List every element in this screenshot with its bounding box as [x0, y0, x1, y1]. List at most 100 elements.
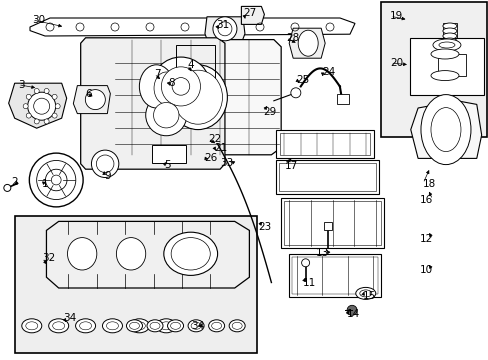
- Ellipse shape: [116, 238, 145, 270]
- Ellipse shape: [76, 319, 95, 333]
- Ellipse shape: [168, 65, 227, 130]
- Circle shape: [34, 89, 39, 94]
- Bar: [15, 216, 256, 353]
- Ellipse shape: [442, 33, 456, 39]
- Circle shape: [4, 184, 11, 192]
- Text: 24: 24: [322, 67, 335, 77]
- Ellipse shape: [359, 290, 371, 297]
- Bar: [381, 2, 486, 137]
- Polygon shape: [73, 86, 110, 114]
- Ellipse shape: [430, 49, 458, 59]
- Circle shape: [96, 155, 114, 172]
- Text: 27: 27: [243, 8, 256, 18]
- Circle shape: [85, 90, 105, 109]
- Circle shape: [44, 89, 49, 94]
- Polygon shape: [241, 6, 264, 24]
- Bar: [337, 94, 349, 104]
- Ellipse shape: [49, 319, 68, 333]
- Text: 25: 25: [295, 75, 308, 85]
- Ellipse shape: [139, 65, 173, 108]
- Ellipse shape: [438, 42, 454, 48]
- Circle shape: [26, 94, 31, 99]
- Circle shape: [28, 92, 56, 120]
- Circle shape: [37, 161, 76, 199]
- Text: 26: 26: [204, 153, 217, 163]
- Text: 31: 31: [216, 20, 229, 30]
- Text: 28: 28: [285, 33, 299, 43]
- Ellipse shape: [22, 319, 41, 333]
- Ellipse shape: [102, 319, 122, 333]
- Polygon shape: [112, 40, 281, 155]
- Text: 18: 18: [422, 179, 435, 189]
- Bar: [409, 38, 483, 95]
- Circle shape: [52, 113, 57, 118]
- Ellipse shape: [432, 39, 460, 51]
- Bar: [284, 201, 380, 246]
- Bar: [176, 45, 215, 79]
- Bar: [151, 145, 185, 163]
- Ellipse shape: [442, 28, 456, 34]
- Ellipse shape: [171, 238, 210, 270]
- Text: 8: 8: [168, 78, 175, 88]
- Circle shape: [44, 119, 49, 124]
- Polygon shape: [9, 83, 66, 128]
- Polygon shape: [204, 17, 244, 47]
- Text: 19: 19: [389, 11, 403, 21]
- Text: 14: 14: [346, 309, 360, 319]
- Polygon shape: [288, 28, 325, 58]
- Ellipse shape: [67, 238, 97, 270]
- Circle shape: [34, 98, 50, 114]
- Polygon shape: [46, 221, 249, 288]
- Text: 11: 11: [303, 278, 316, 288]
- Circle shape: [153, 103, 179, 128]
- Text: 2: 2: [11, 177, 18, 187]
- Polygon shape: [410, 101, 481, 158]
- Circle shape: [290, 88, 300, 98]
- Circle shape: [29, 153, 83, 207]
- Polygon shape: [81, 38, 224, 169]
- Ellipse shape: [212, 17, 237, 41]
- Circle shape: [45, 169, 67, 191]
- Text: 6: 6: [85, 89, 92, 99]
- Circle shape: [301, 259, 309, 267]
- Circle shape: [151, 57, 210, 116]
- Ellipse shape: [218, 22, 231, 36]
- Bar: [279, 163, 375, 192]
- Ellipse shape: [420, 95, 470, 165]
- Circle shape: [55, 104, 60, 109]
- Circle shape: [346, 305, 356, 315]
- Text: 15: 15: [362, 291, 375, 301]
- Ellipse shape: [129, 319, 149, 333]
- Circle shape: [51, 175, 61, 185]
- Text: 12: 12: [419, 234, 432, 244]
- Text: 5: 5: [163, 160, 170, 170]
- Text: 1: 1: [41, 179, 48, 189]
- Ellipse shape: [173, 70, 222, 124]
- Bar: [281, 198, 383, 248]
- Text: 9: 9: [104, 171, 111, 181]
- Ellipse shape: [154, 72, 178, 104]
- Text: 33: 33: [220, 158, 233, 168]
- Circle shape: [172, 78, 189, 95]
- Text: 7: 7: [154, 69, 161, 79]
- Ellipse shape: [442, 38, 456, 44]
- Ellipse shape: [430, 108, 460, 152]
- Bar: [323, 222, 331, 230]
- Text: 3: 3: [18, 80, 24, 90]
- Ellipse shape: [355, 287, 375, 300]
- Bar: [291, 257, 378, 294]
- Text: 34: 34: [63, 312, 77, 323]
- Circle shape: [23, 104, 28, 109]
- Text: 17: 17: [284, 161, 297, 171]
- Bar: [280, 132, 369, 156]
- Text: 13: 13: [315, 248, 328, 258]
- Ellipse shape: [188, 320, 203, 332]
- Text: 32: 32: [42, 253, 55, 264]
- Circle shape: [52, 94, 57, 99]
- Ellipse shape: [298, 30, 318, 56]
- Circle shape: [26, 113, 31, 118]
- Circle shape: [91, 150, 119, 177]
- Text: 30: 30: [32, 15, 45, 25]
- Text: 23: 23: [258, 222, 271, 232]
- Ellipse shape: [442, 23, 456, 29]
